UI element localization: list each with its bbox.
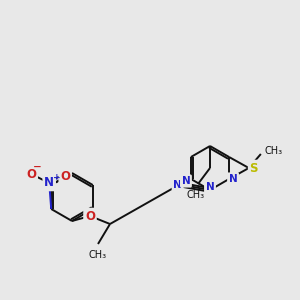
Text: +: + (53, 172, 61, 182)
Text: N: N (206, 182, 214, 192)
Text: N: N (182, 176, 190, 186)
Text: O: O (26, 169, 36, 182)
Text: N: N (44, 176, 54, 190)
Text: O: O (60, 170, 70, 184)
Text: −: − (33, 162, 42, 172)
Text: O: O (85, 209, 95, 223)
Text: CH₃: CH₃ (187, 190, 205, 200)
Text: N: N (229, 174, 237, 184)
Text: N: N (173, 179, 182, 190)
Text: S: S (250, 161, 258, 175)
Text: CH₃: CH₃ (265, 146, 283, 156)
Text: CH₃: CH₃ (89, 250, 107, 260)
